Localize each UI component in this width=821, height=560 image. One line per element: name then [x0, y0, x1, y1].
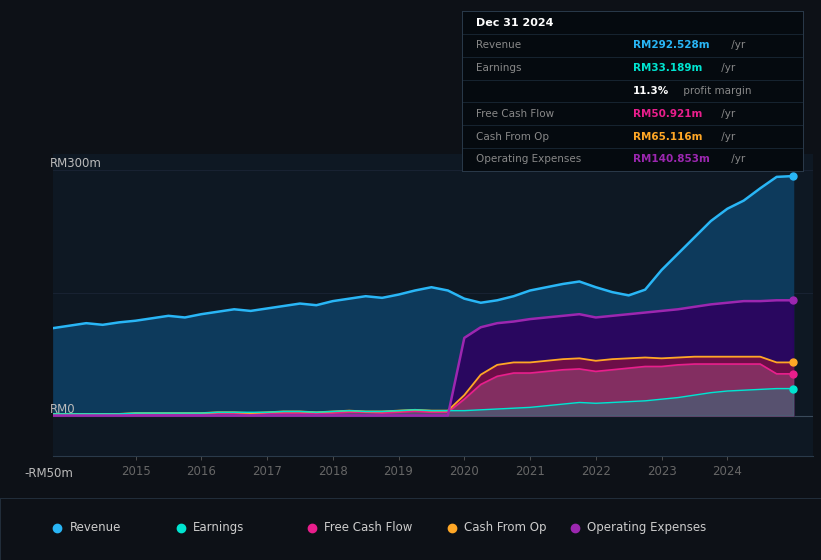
Text: 11.3%: 11.3%	[632, 86, 669, 96]
Text: /yr: /yr	[718, 63, 736, 73]
Text: RM33.189m: RM33.189m	[632, 63, 702, 73]
Text: Cash From Op: Cash From Op	[476, 132, 549, 142]
Text: profit margin: profit margin	[681, 86, 752, 96]
Text: RM292.528m: RM292.528m	[632, 40, 709, 50]
Text: /yr: /yr	[718, 132, 736, 142]
Text: Free Cash Flow: Free Cash Flow	[476, 109, 554, 119]
Text: /yr: /yr	[718, 109, 736, 119]
Text: RM0: RM0	[49, 403, 76, 416]
Text: Cash From Op: Cash From Op	[464, 521, 546, 534]
Text: -RM50m: -RM50m	[25, 466, 74, 480]
Text: Dec 31 2024: Dec 31 2024	[476, 17, 553, 27]
Text: Revenue: Revenue	[476, 40, 521, 50]
Text: /yr: /yr	[728, 155, 745, 165]
Text: Earnings: Earnings	[193, 521, 245, 534]
Text: Operating Expenses: Operating Expenses	[587, 521, 706, 534]
Text: RM300m: RM300m	[49, 157, 102, 170]
Text: Revenue: Revenue	[70, 521, 122, 534]
Text: /yr: /yr	[728, 40, 745, 50]
Text: Free Cash Flow: Free Cash Flow	[324, 521, 413, 534]
Text: RM50.921m: RM50.921m	[632, 109, 702, 119]
Text: RM140.853m: RM140.853m	[632, 155, 709, 165]
Text: Operating Expenses: Operating Expenses	[476, 155, 581, 165]
Text: Earnings: Earnings	[476, 63, 521, 73]
Text: RM65.116m: RM65.116m	[632, 132, 702, 142]
